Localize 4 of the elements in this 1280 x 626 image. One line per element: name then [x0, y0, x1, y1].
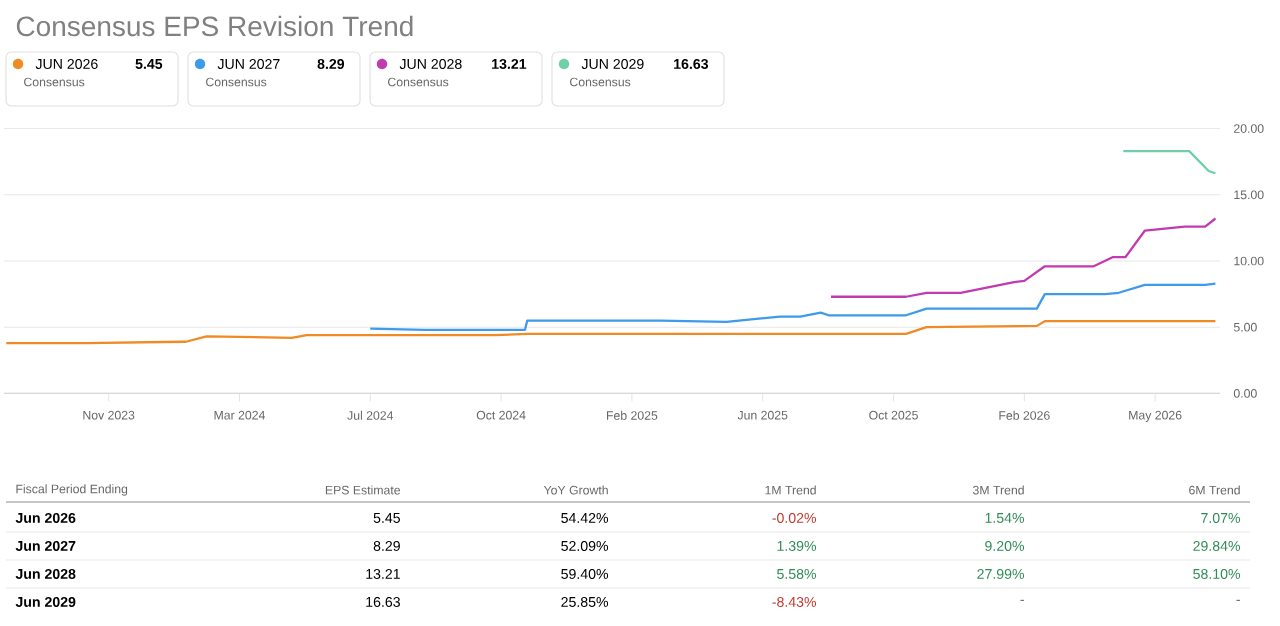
- line-series: [829, 217, 1217, 298]
- line-series: [5, 320, 1217, 345]
- line-series: [369, 282, 1217, 331]
- chart-title: Consensus EPS Revision Trend: [16, 15, 413, 37]
